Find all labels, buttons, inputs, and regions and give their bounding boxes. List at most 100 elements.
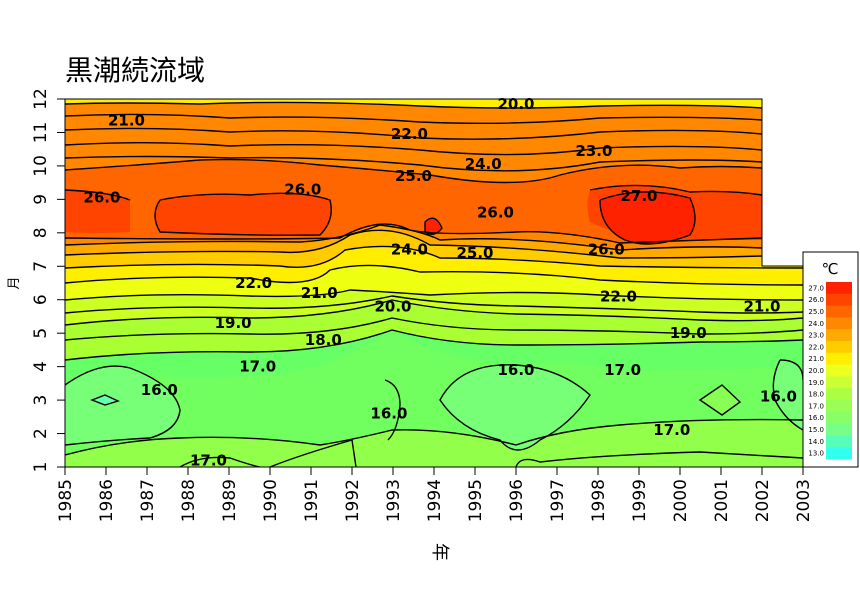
x-tick-label: 1998 xyxy=(589,479,609,522)
y-tick-label: 11 xyxy=(31,122,51,144)
x-tick-label: 1997 xyxy=(548,479,568,522)
legend-swatch xyxy=(826,282,852,295)
contour-label: 23.0 xyxy=(575,142,612,160)
legend: ℃ 27.0 26.0 25.0 24.0 23.0 22.0 21.0 20.0 19.0 18… xyxy=(802,251,859,468)
contour-label: 26.0 xyxy=(477,204,514,222)
band-26 xyxy=(155,193,332,236)
band-20-top xyxy=(65,99,762,108)
legend-swatch xyxy=(826,352,852,366)
legend-level-label: 25.0 xyxy=(808,308,824,316)
x-tick-label: 1985 xyxy=(56,479,76,522)
contour-lines xyxy=(65,101,803,467)
y-tick-label: 2 xyxy=(31,428,51,439)
y-tick-label: 8 xyxy=(31,227,51,238)
contour-label: 22.0 xyxy=(235,274,272,292)
pocket-16-left xyxy=(65,366,180,445)
contour-label: 21.0 xyxy=(301,284,338,302)
legend-swatch xyxy=(826,447,852,460)
y-tick-label: 6 xyxy=(31,294,51,305)
pocket-16-mid xyxy=(440,364,590,450)
x-tick-label: 1991 xyxy=(302,479,322,522)
legend-swatch xyxy=(826,423,852,436)
band-27 xyxy=(600,191,695,244)
legend-swatch xyxy=(826,317,852,330)
legend-swatch xyxy=(826,364,852,377)
legend-unit: ℃ xyxy=(822,260,839,278)
contour-label: 17.0 xyxy=(190,451,227,469)
legend-swatch xyxy=(826,388,852,401)
legend-level-label: 14.0 xyxy=(808,438,824,446)
contour-label: 20.0 xyxy=(374,297,411,315)
contour-label: 16.0 xyxy=(760,388,797,406)
contour-label: 26.0 xyxy=(284,180,321,198)
contour-label: 26.0 xyxy=(83,189,120,207)
x-tick-label: 1990 xyxy=(261,479,281,522)
contour-label: 22.0 xyxy=(600,287,637,305)
contour-label: 21.0 xyxy=(743,297,780,315)
contour-label: 19.0 xyxy=(215,314,252,332)
legend-level-label: 21.0 xyxy=(808,355,824,363)
x-tick-label: 2001 xyxy=(712,479,732,522)
legend-level-label: 15.0 xyxy=(808,426,824,434)
contour-label: 16.0 xyxy=(370,404,407,422)
y-tick-label: 5 xyxy=(31,328,51,339)
legend-level-label: 18.0 xyxy=(808,391,824,399)
contour-label: 16.0 xyxy=(497,361,534,379)
legend-level-label: 13.0 xyxy=(808,450,824,458)
y-tick-label: 3 xyxy=(31,395,51,406)
band-26b xyxy=(65,190,130,233)
x-tick-label: 2000 xyxy=(671,479,691,522)
contour-label: 25.0 xyxy=(395,167,432,185)
legend-swatch xyxy=(826,435,852,448)
legend-level-label: 26.0 xyxy=(808,296,824,304)
band-16-upper xyxy=(65,330,803,467)
y-tick-label: 9 xyxy=(31,194,51,205)
contour-label: 24.0 xyxy=(465,155,502,173)
legend-level-label: 24.0 xyxy=(808,320,824,328)
x-tick-label: 1993 xyxy=(384,479,404,522)
contour-label: 18.0 xyxy=(305,331,342,349)
contour-label: 20.0 xyxy=(497,95,534,113)
x-tick-label: 1994 xyxy=(425,479,445,522)
contour-label: 26.0 xyxy=(588,241,625,259)
contour-label: 19.0 xyxy=(670,324,707,342)
contour-label: 27.0 xyxy=(620,187,657,205)
y-axis-label: 月 xyxy=(7,276,22,289)
contour-label: 17.0 xyxy=(653,421,690,439)
contour-label: 22.0 xyxy=(391,125,428,143)
contour-label: 25.0 xyxy=(456,244,493,262)
legend-level-label: 19.0 xyxy=(808,379,824,387)
legend-swatch xyxy=(826,400,852,413)
pocket-16-right xyxy=(773,360,803,430)
legend-swatch xyxy=(826,293,852,307)
contour-label: 17.0 xyxy=(239,358,276,376)
contour-label: 16.0 xyxy=(141,381,178,399)
contour-label: 24.0 xyxy=(391,241,428,259)
y-tick-label: 1 xyxy=(31,462,51,473)
legend-level-label: 23.0 xyxy=(808,332,824,340)
x-axis: 1985 1986 1987 1988 1989 1990 1991 1992 1993 1994… xyxy=(56,467,814,522)
x-tick-label: 2002 xyxy=(753,479,773,522)
legend-swatch xyxy=(826,341,852,354)
x-tick-label: 1999 xyxy=(630,479,650,522)
legend-level-label: 27.0 xyxy=(808,284,824,292)
legend-level-label: 17.0 xyxy=(808,402,824,410)
contour-labels: 20.0 21.0 22.0 23.0 24.0 25.0 26.0 26.0 27.0 26.0… xyxy=(83,95,797,469)
y-tick-label: 10 xyxy=(31,155,51,177)
legend-swatch xyxy=(826,411,852,425)
legend-swatch xyxy=(826,329,852,342)
x-axis-label: 年 xyxy=(429,543,450,561)
x-tick-label: 1995 xyxy=(466,479,486,522)
legend-level-label: 20.0 xyxy=(808,367,824,375)
x-tick-label: 1988 xyxy=(179,479,199,522)
band-27b xyxy=(425,218,442,235)
x-tick-label: 1992 xyxy=(343,479,363,522)
contour-label: 17.0 xyxy=(604,361,641,379)
chart-title: 黒潮続流域 xyxy=(65,54,205,87)
y-tick-label: 12 xyxy=(31,88,51,110)
contour-label: 21.0 xyxy=(108,112,145,130)
legend-level-label: 22.0 xyxy=(808,343,824,351)
y-tick-label: 7 xyxy=(31,261,51,272)
